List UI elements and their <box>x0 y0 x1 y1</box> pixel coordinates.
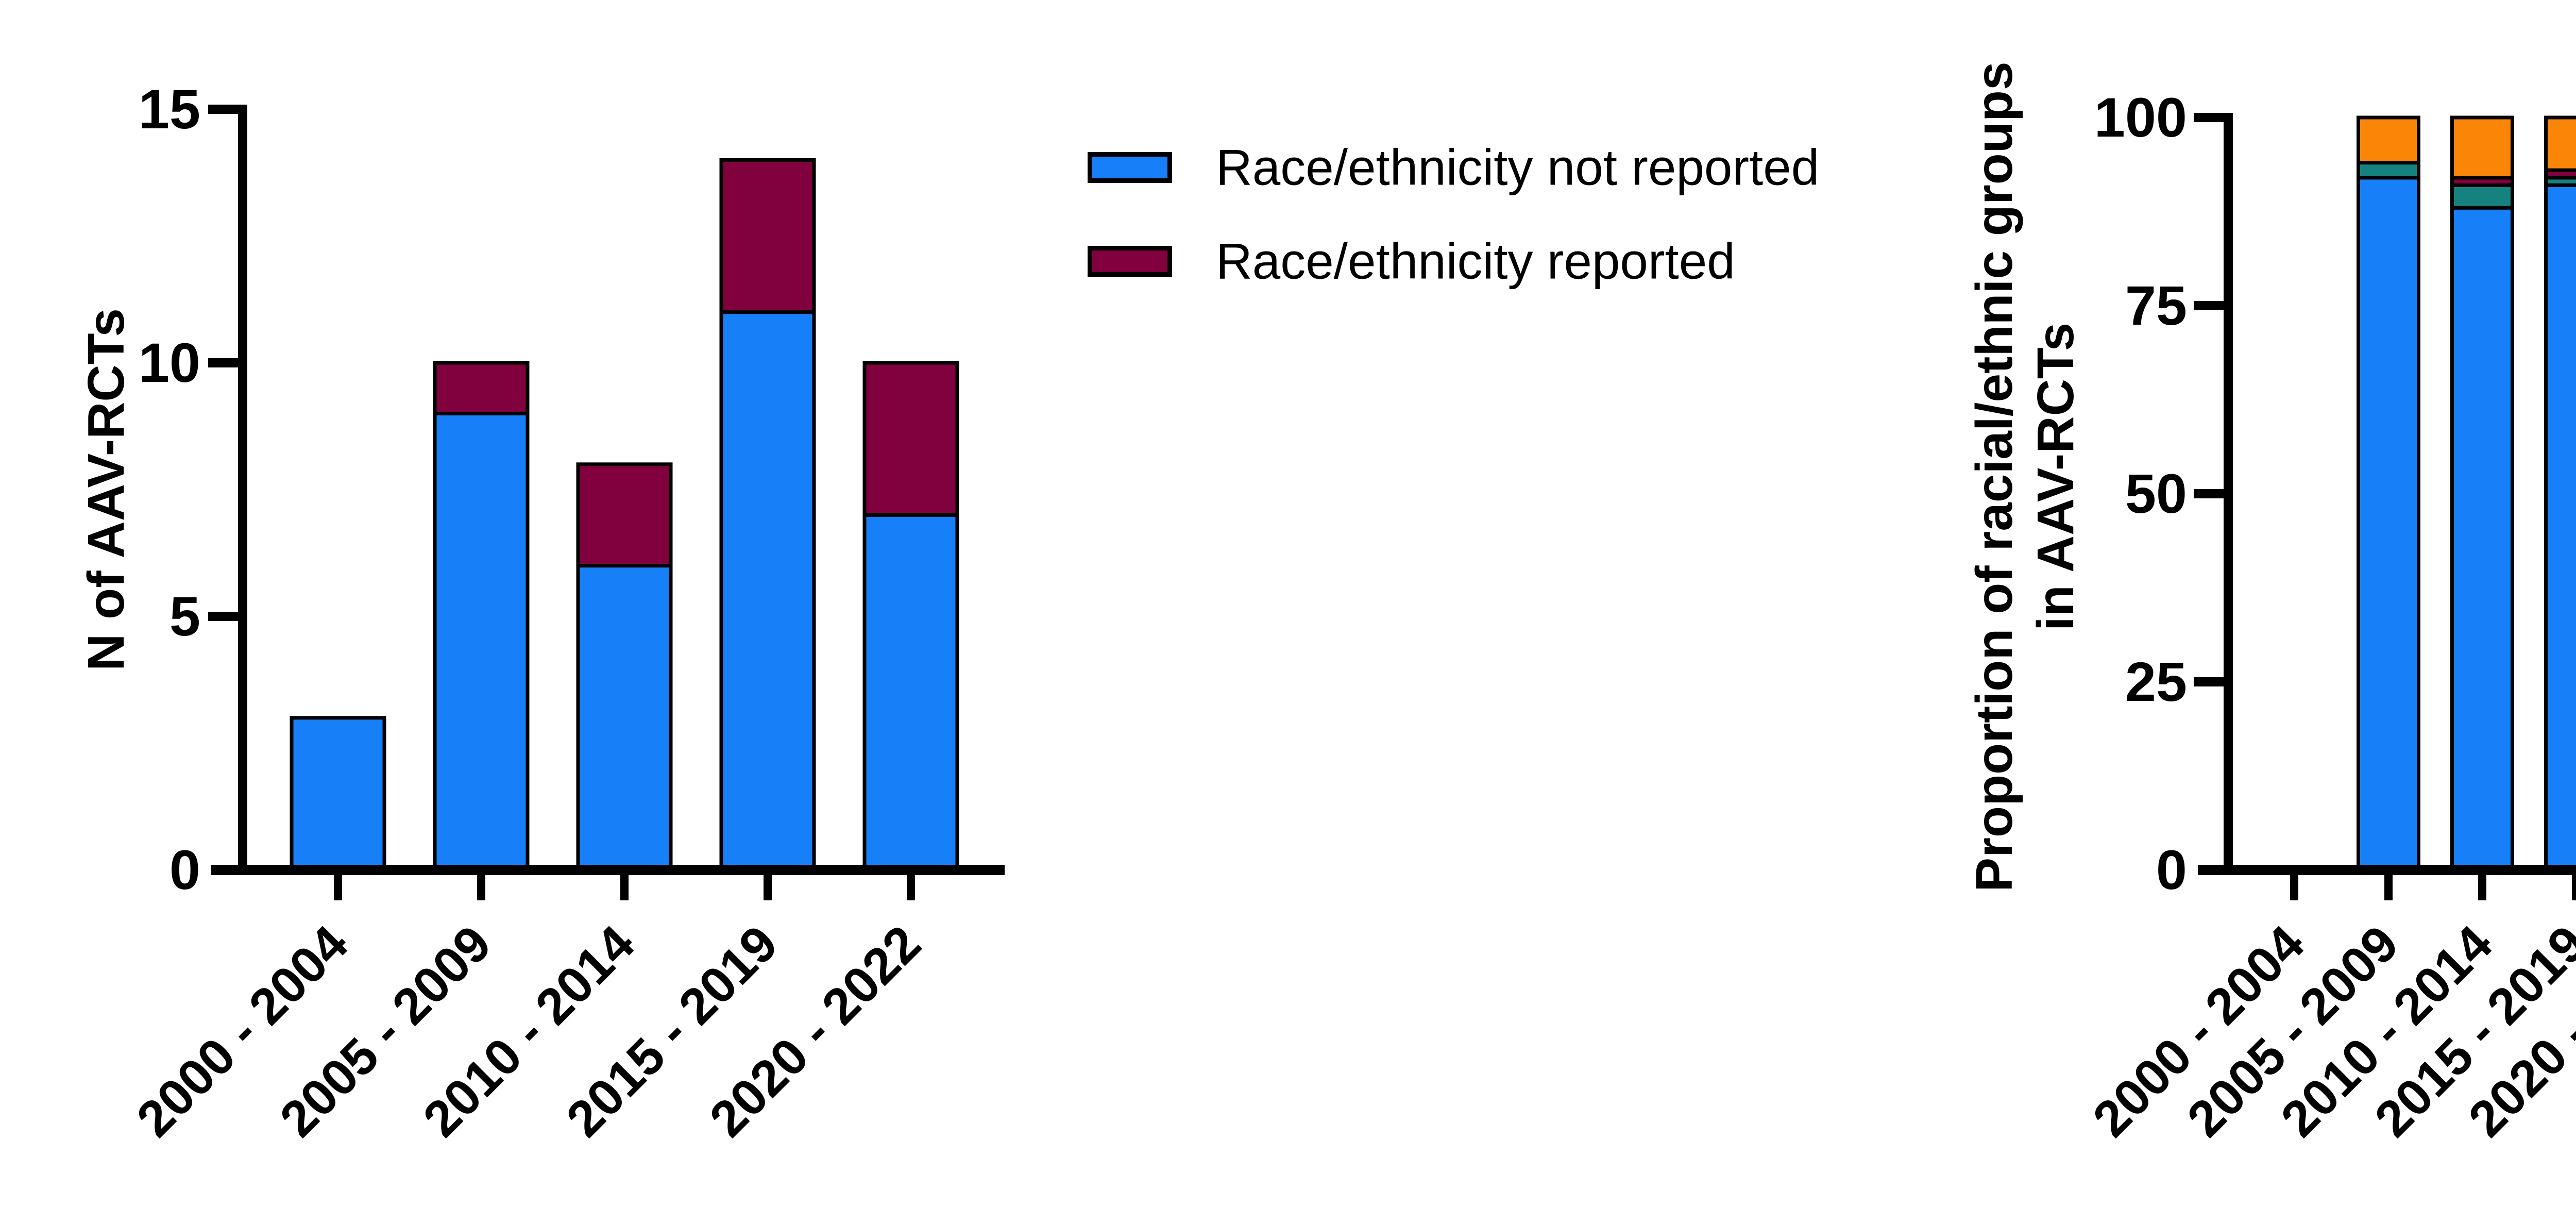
svg-text:0: 0 <box>2156 839 2187 901</box>
svg-text:75: 75 <box>2125 274 2187 337</box>
svg-text:0: 0 <box>170 839 200 901</box>
svg-text:N of AAV-RCTs: N of AAV-RCTs <box>77 308 135 671</box>
svg-text:Proportion of racial/ethnic gr: Proportion of racial/ethnic groups <box>1965 61 2023 892</box>
svg-text:50: 50 <box>2125 462 2187 525</box>
svg-text:25: 25 <box>2125 650 2187 713</box>
svg-text:100: 100 <box>2094 86 2187 148</box>
svg-text:Race/ethnicity not reported: Race/ethnicity not reported <box>1216 139 1819 196</box>
svg-text:5: 5 <box>170 585 200 647</box>
svg-text:15: 15 <box>139 78 200 140</box>
svg-text:in AAV-RCTs: in AAV-RCTs <box>2027 323 2084 631</box>
svg-text:10: 10 <box>139 331 200 394</box>
svg-text:Race/ethnicity reported: Race/ethnicity reported <box>1216 233 1735 290</box>
